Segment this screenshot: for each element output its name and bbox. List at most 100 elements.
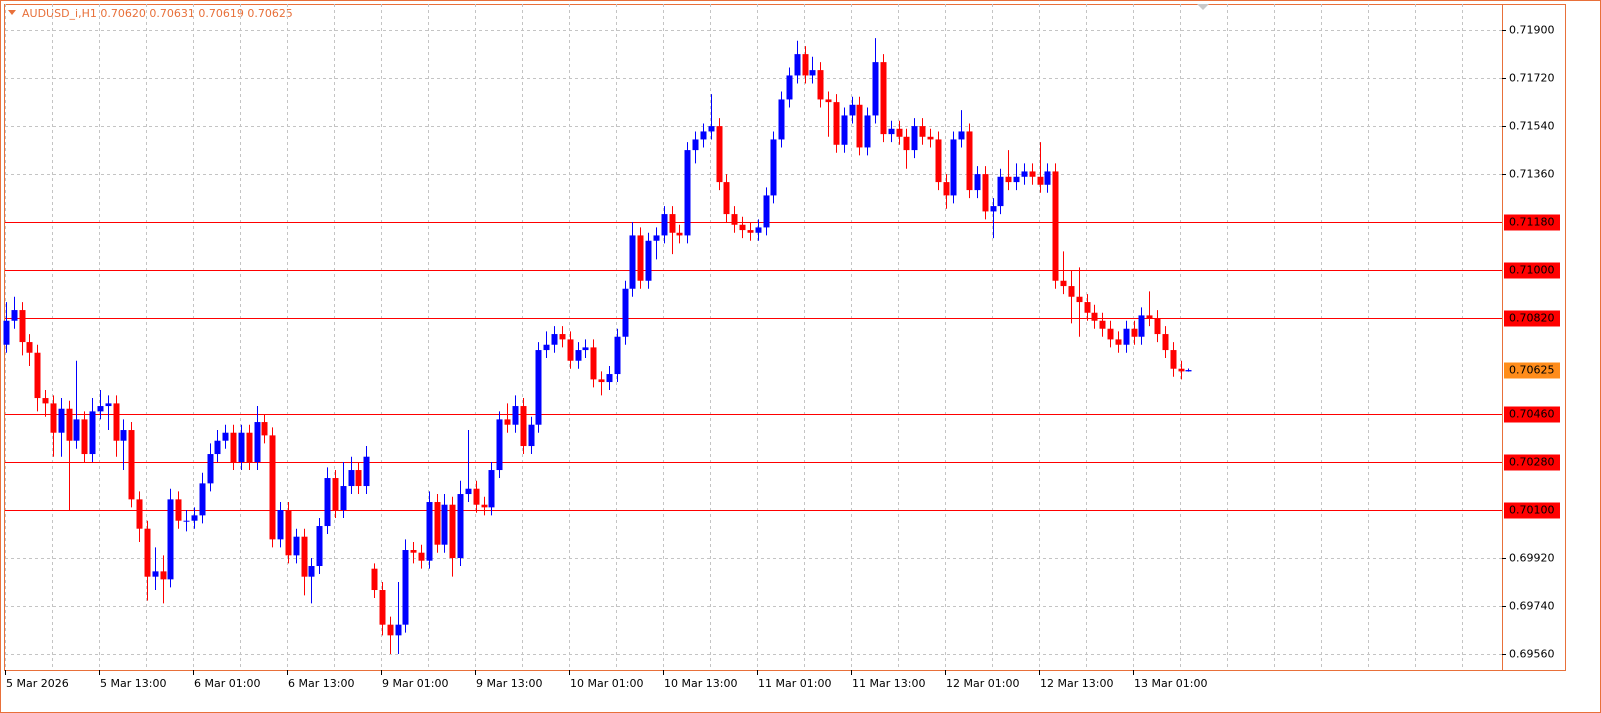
candle-body xyxy=(254,422,261,463)
candle-body xyxy=(269,435,276,540)
candle-body xyxy=(849,104,856,116)
candle-body xyxy=(543,344,550,351)
candle-body xyxy=(841,115,848,145)
candle-body xyxy=(238,432,245,463)
candle-body xyxy=(1005,176,1012,183)
candle-body xyxy=(379,590,386,625)
candle-body xyxy=(1115,339,1122,345)
candle-body xyxy=(598,379,605,383)
candle-body xyxy=(661,214,668,236)
candle-body xyxy=(285,510,292,556)
candle-body xyxy=(567,339,574,361)
menu-arrow[interactable] xyxy=(8,10,16,15)
candle-body xyxy=(449,504,456,559)
candle-body xyxy=(214,440,221,455)
candle-body xyxy=(817,70,824,100)
level-label: 0.71180 xyxy=(1509,216,1555,229)
candle-body xyxy=(340,486,347,511)
candle-body xyxy=(575,350,582,361)
current-price-box xyxy=(1504,362,1560,379)
level-label: 0.71000 xyxy=(1509,264,1555,277)
y-tick-label: 0.71900 xyxy=(1509,24,1555,37)
level-label-box xyxy=(1504,406,1560,423)
candle-body xyxy=(175,499,182,521)
candle-body xyxy=(1029,171,1036,177)
candle-body xyxy=(1044,171,1051,185)
candles xyxy=(3,38,1192,655)
level-label: 0.70280 xyxy=(1509,456,1555,469)
candle-body xyxy=(637,235,644,281)
candle-body xyxy=(606,374,613,383)
x-tick-label: 9 Mar 13:00 xyxy=(476,677,542,690)
candle-body xyxy=(89,411,96,455)
candle-body xyxy=(770,139,777,196)
candle-body xyxy=(794,54,801,76)
candle-body xyxy=(684,150,691,236)
candle-body xyxy=(222,432,229,441)
candle-body xyxy=(504,419,511,425)
y-tick-label: 0.69920 xyxy=(1509,552,1555,565)
candle-body xyxy=(1091,312,1098,321)
candle-body xyxy=(778,99,785,140)
candle-body xyxy=(911,126,918,151)
candle-body xyxy=(950,139,957,196)
candle-body xyxy=(410,550,417,553)
candle-body xyxy=(42,398,49,404)
candle-body xyxy=(1099,320,1106,329)
axis-frame xyxy=(1502,4,1566,671)
candle-body xyxy=(246,432,253,463)
candle-body xyxy=(653,235,660,241)
candle-body xyxy=(1084,302,1091,313)
candle-body xyxy=(58,408,65,433)
candle-body xyxy=(958,131,965,140)
candle-body xyxy=(81,419,88,455)
candle-body xyxy=(864,115,871,148)
candle-body xyxy=(755,227,762,233)
candle-body xyxy=(927,136,934,140)
candle-body xyxy=(1107,328,1114,340)
candle-body xyxy=(582,347,589,351)
x-tick-label: 6 Mar 13:00 xyxy=(288,677,354,690)
candle-body xyxy=(191,515,198,521)
y-tick-label: 0.71540 xyxy=(1509,120,1555,133)
candle-body xyxy=(786,75,793,100)
x-tick-label: 5 Mar 2026 xyxy=(6,677,69,690)
candle-body xyxy=(418,552,425,561)
candle-body xyxy=(473,488,480,505)
candle-body xyxy=(136,499,143,529)
candle-body xyxy=(66,408,73,441)
candle-body xyxy=(465,488,472,495)
candle-body xyxy=(990,206,997,212)
candle-body xyxy=(34,352,41,399)
candle-body xyxy=(160,571,167,580)
candle-body xyxy=(1060,280,1067,287)
candle-body xyxy=(700,131,707,140)
candle-body xyxy=(590,347,597,380)
candle-body xyxy=(308,566,315,577)
candle-body xyxy=(301,536,308,577)
candle-body xyxy=(747,230,754,233)
candle-body xyxy=(19,310,26,343)
candle-body xyxy=(997,176,1004,207)
candle-body xyxy=(559,334,566,340)
x-tick-label: 11 Mar 01:00 xyxy=(758,677,831,690)
x-tick-label: 10 Mar 01:00 xyxy=(570,677,643,690)
candle-body xyxy=(426,502,433,561)
x-tick-label: 6 Mar 01:00 xyxy=(194,677,260,690)
candle-body xyxy=(1037,176,1044,185)
chart-header: AUDUSD_i,H1 0.70620 0.70631 0.70619 0.70… xyxy=(22,7,293,20)
candle-body xyxy=(97,406,104,412)
candle-body xyxy=(943,182,950,196)
candle-body xyxy=(105,403,112,407)
candle-body xyxy=(488,470,495,508)
y-tick-label: 0.69560 xyxy=(1509,648,1555,661)
x-tick-label: 12 Mar 01:00 xyxy=(946,677,1019,690)
candle-body xyxy=(1052,171,1059,281)
candle-body xyxy=(629,235,636,289)
candle-body xyxy=(293,536,300,556)
candle-body xyxy=(230,432,237,463)
candle-body xyxy=(731,214,738,225)
candle-body xyxy=(692,139,699,151)
candle-body xyxy=(261,422,268,436)
